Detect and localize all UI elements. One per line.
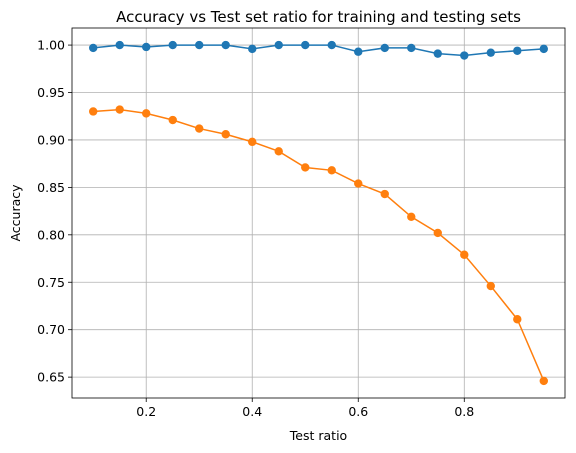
data-point [221, 130, 230, 139]
data-point [115, 105, 124, 114]
y-tick-label: 0.80 [37, 227, 65, 242]
data-point [142, 109, 151, 118]
x-tick-label: 0.6 [348, 404, 368, 419]
data-point [513, 46, 522, 55]
series-line [93, 108, 545, 382]
x-tick-label: 0.2 [136, 404, 156, 419]
y-tick-label: 1.00 [37, 38, 65, 53]
x-tick-label: 0.4 [242, 404, 262, 419]
data-point [433, 49, 442, 58]
data-point [380, 43, 389, 53]
data-point [460, 250, 469, 259]
data-point [539, 44, 548, 54]
data-point [221, 40, 230, 50]
data-point [301, 40, 310, 50]
data-point [433, 228, 442, 238]
data-point [274, 40, 283, 50]
series-layer [89, 40, 548, 386]
data-point [168, 115, 177, 125]
y-tick-label: 0.90 [37, 132, 65, 147]
data-point [407, 212, 416, 221]
y-axis: 0.65 0.70 0.75 0.80 0.85 0.90 0.95 1.00 [37, 38, 72, 385]
x-tick-label: 0.8 [454, 404, 474, 419]
x-axis: 0.2 0.4 0.6 0.8 [136, 398, 474, 419]
data-point [327, 166, 336, 175]
y-tick-label: 0.95 [37, 85, 65, 100]
series-line [93, 44, 544, 57]
data-point [195, 124, 204, 133]
data-point [248, 137, 257, 147]
data-point [486, 281, 495, 291]
data-point [115, 40, 124, 50]
data-point [407, 43, 416, 53]
data-point [142, 42, 151, 52]
data-point [354, 179, 363, 188]
x-axis-label: Test ratio [289, 428, 347, 443]
data-point [168, 40, 177, 50]
data-point [354, 47, 363, 56]
data-point [539, 376, 548, 386]
y-tick-label: 0.65 [37, 370, 65, 385]
y-tick-label: 0.75 [37, 275, 65, 290]
data-point [301, 163, 310, 172]
y-tick-label: 0.70 [37, 322, 65, 337]
grid [72, 28, 565, 398]
data-point [89, 43, 98, 53]
data-point [380, 189, 389, 199]
data-point [513, 315, 522, 324]
plot-frame [71, 27, 566, 399]
y-axis-label: Accuracy [8, 184, 23, 242]
data-point [486, 48, 495, 57]
data-point [248, 44, 257, 54]
chart-title: Accuracy vs Test set ratio for training … [116, 8, 521, 26]
data-point [327, 40, 336, 50]
data-point [195, 40, 204, 50]
series-2 [89, 105, 548, 386]
y-tick-label: 0.85 [37, 180, 65, 195]
data-point [274, 147, 283, 156]
series-1 [89, 40, 548, 60]
data-point [89, 107, 98, 116]
data-point [460, 51, 469, 60]
